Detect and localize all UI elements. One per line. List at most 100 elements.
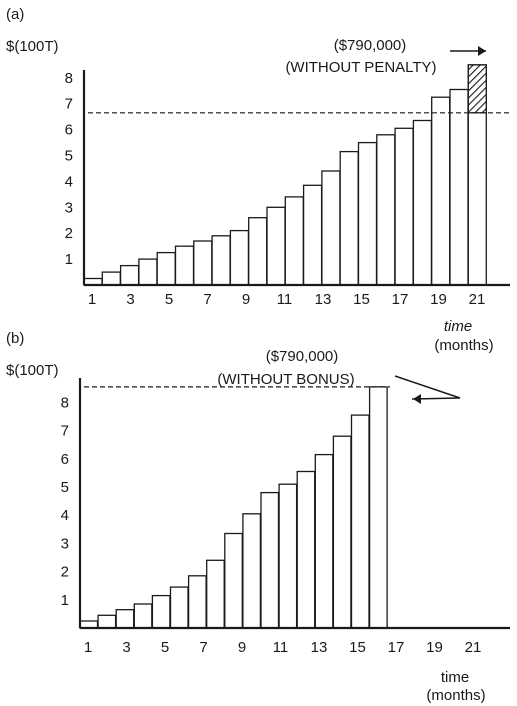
panel-b-x-tick-label: 11 <box>273 639 289 656</box>
panel-a-x-axis-label: time <box>444 318 472 335</box>
panel-a-y-tick-label: 6 <box>65 122 73 139</box>
panel-b-annotation-caption: (WITHOUT BONUS) <box>217 371 354 388</box>
panel-a-x-tick-label: 11 <box>277 291 293 308</box>
panel-a-x-tick-label: 5 <box>165 291 173 308</box>
panel-b-x-tick-label: 13 <box>311 639 328 656</box>
panel-a-bar-5 <box>156 251 176 286</box>
panel-a-bar-9 <box>229 229 250 286</box>
panel-a-bar-4 <box>138 258 158 286</box>
panel-a-bar-12 <box>284 196 304 286</box>
panel-a-bar-17 <box>376 134 396 286</box>
panel-a-bar-2 <box>101 271 121 286</box>
panel-b-x-tick-label: 17 <box>388 639 405 656</box>
panel-a-x-tick-label: 1 <box>88 291 96 308</box>
panel-b-bar-8 <box>206 559 225 629</box>
panel-b-bar-12 <box>278 483 298 629</box>
panel-b-y-tick-label: 2 <box>61 564 69 581</box>
panel-a-bar-8 <box>211 235 231 286</box>
panel-a-x-tick-label: 15 <box>353 291 370 308</box>
panel-b-y-tick-label: 1 <box>61 592 69 609</box>
panel-b-x-tick-label: 21 <box>465 639 482 656</box>
panel-b-x-axis-label: time <box>441 669 469 686</box>
panel-b-bar-14 <box>314 453 334 629</box>
panel-a-y-tick-label: 8 <box>65 70 73 87</box>
panel-b-bar-11 <box>260 491 280 629</box>
panel-b-bar-16 <box>350 414 370 629</box>
panel-a-overlay <box>88 46 510 114</box>
panel-a-bar-16 <box>357 141 378 286</box>
panel-a-x-tick-label: 9 <box>242 291 250 308</box>
panel-b-y-ticks: 1 2 3 4 5 6 7 8 <box>61 394 69 608</box>
panel-b-bar-3 <box>115 609 135 629</box>
panel-a-y-tick-label: 1 <box>65 251 73 268</box>
panel-a-y-tick-label: 4 <box>65 173 73 190</box>
panel-b-x-axis-unit: (months) <box>426 687 485 704</box>
panel-a-bar-19 <box>412 119 433 286</box>
panel-b-x-tick-label: 3 <box>122 639 130 656</box>
panel-a-x-tick-label: 17 <box>392 291 409 308</box>
panel-b-annotation-arrow <box>394 375 461 400</box>
panel-a-x-tick-label: 13 <box>315 291 332 308</box>
panel-b-arrow-head <box>413 394 421 404</box>
panel-a-label: (a) <box>6 6 24 23</box>
panel-a-x-tick-label: 19 <box>430 291 447 308</box>
panel-a-arrow-head <box>478 46 486 56</box>
panel-a-x-tick-label: 21 <box>469 291 486 308</box>
panel-b-annotation-amount: ($790,000) <box>266 348 339 365</box>
panel-b-bar-7 <box>187 575 207 629</box>
panel-a-y-tick-label: 7 <box>65 96 73 113</box>
panel-b-x-tick-label: 5 <box>161 639 169 656</box>
panel-a-bar-6 <box>174 245 195 286</box>
panel-a-y-ticks: 1 2 3 4 5 6 7 8 <box>65 70 73 268</box>
panel-a-x-tick-label: 7 <box>203 291 211 308</box>
panel-a-bar-21 <box>449 88 469 286</box>
panel-b-bars <box>79 386 388 629</box>
chart-panel-a: (a) $(100T) ($790,000) (WITHOUT PENALTY)… <box>6 6 510 354</box>
panel-a-hatched-segment <box>467 64 487 114</box>
panel-a-bar-14 <box>321 170 341 286</box>
panel-a-bar-10 <box>248 217 268 286</box>
chart-panel-b: (b) $(100T) ($790,000) (WITHOUT BONUS) 1… <box>6 330 510 704</box>
panel-a-bar-11 <box>266 206 286 286</box>
panel-a-bar-13 <box>302 184 323 286</box>
panel-b-x-tick-label: 7 <box>199 639 207 656</box>
panel-a-bar-7 <box>193 240 213 286</box>
panel-b-y-tick-label: 4 <box>61 507 69 524</box>
panel-b-bar-15 <box>332 435 352 629</box>
panel-b-bar-4 <box>133 603 153 629</box>
panel-b-bar-2 <box>97 614 117 629</box>
panel-b-y-tick-label: 5 <box>61 479 69 496</box>
panel-a-y-tick-label: 2 <box>65 225 73 242</box>
panel-b-x-ticks: 1 3 5 7 9 11 13 15 17 19 21 <box>84 639 482 656</box>
panel-a-y-tick-label: 3 <box>65 199 73 216</box>
panel-b-bar-10 <box>242 513 262 629</box>
panel-b-x-tick-label: 15 <box>349 639 366 656</box>
panel-a-x-axis-unit: (months) <box>434 337 493 354</box>
panel-b-overlay <box>84 375 461 404</box>
panel-a-x-tick-label: 3 <box>126 291 134 308</box>
panel-b-x-tick-label: 9 <box>238 639 246 656</box>
panel-b-bar-17 <box>368 386 388 629</box>
panel-a-annotation-caption: (WITHOUT PENALTY) <box>285 59 436 76</box>
panel-b-y-tick-label: 7 <box>61 423 69 440</box>
panel-a-y-tick-label: 5 <box>65 148 73 165</box>
panel-b-y-tick-label: 6 <box>61 451 69 468</box>
panel-b-label: (b) <box>6 330 24 347</box>
panel-a-bar-15 <box>339 150 359 286</box>
panel-b-y-axis-label: $(100T) <box>6 362 59 379</box>
panel-b-y-tick-label: 8 <box>61 394 69 411</box>
panel-a-x-ticks: 1 3 5 7 9 11 13 15 17 19 21 <box>88 291 486 308</box>
panel-b-bar-5 <box>151 594 171 629</box>
panel-b-y-tick-label: 3 <box>61 535 69 552</box>
panel-a-annotation-amount: ($790,000) <box>334 37 407 54</box>
panel-a-bar-3 <box>119 264 140 286</box>
panel-a-bars <box>83 64 487 286</box>
panel-a-bar-18 <box>394 127 414 286</box>
panel-a-y-axis-label: $(100T) <box>6 38 59 55</box>
panel-b-bar-13 <box>296 470 316 629</box>
panel-b-bar-6 <box>169 586 189 629</box>
panel-b-x-tick-label: 1 <box>84 639 92 656</box>
panel-a-bar-20 <box>431 96 451 286</box>
panel-b-bar-9 <box>224 532 243 629</box>
